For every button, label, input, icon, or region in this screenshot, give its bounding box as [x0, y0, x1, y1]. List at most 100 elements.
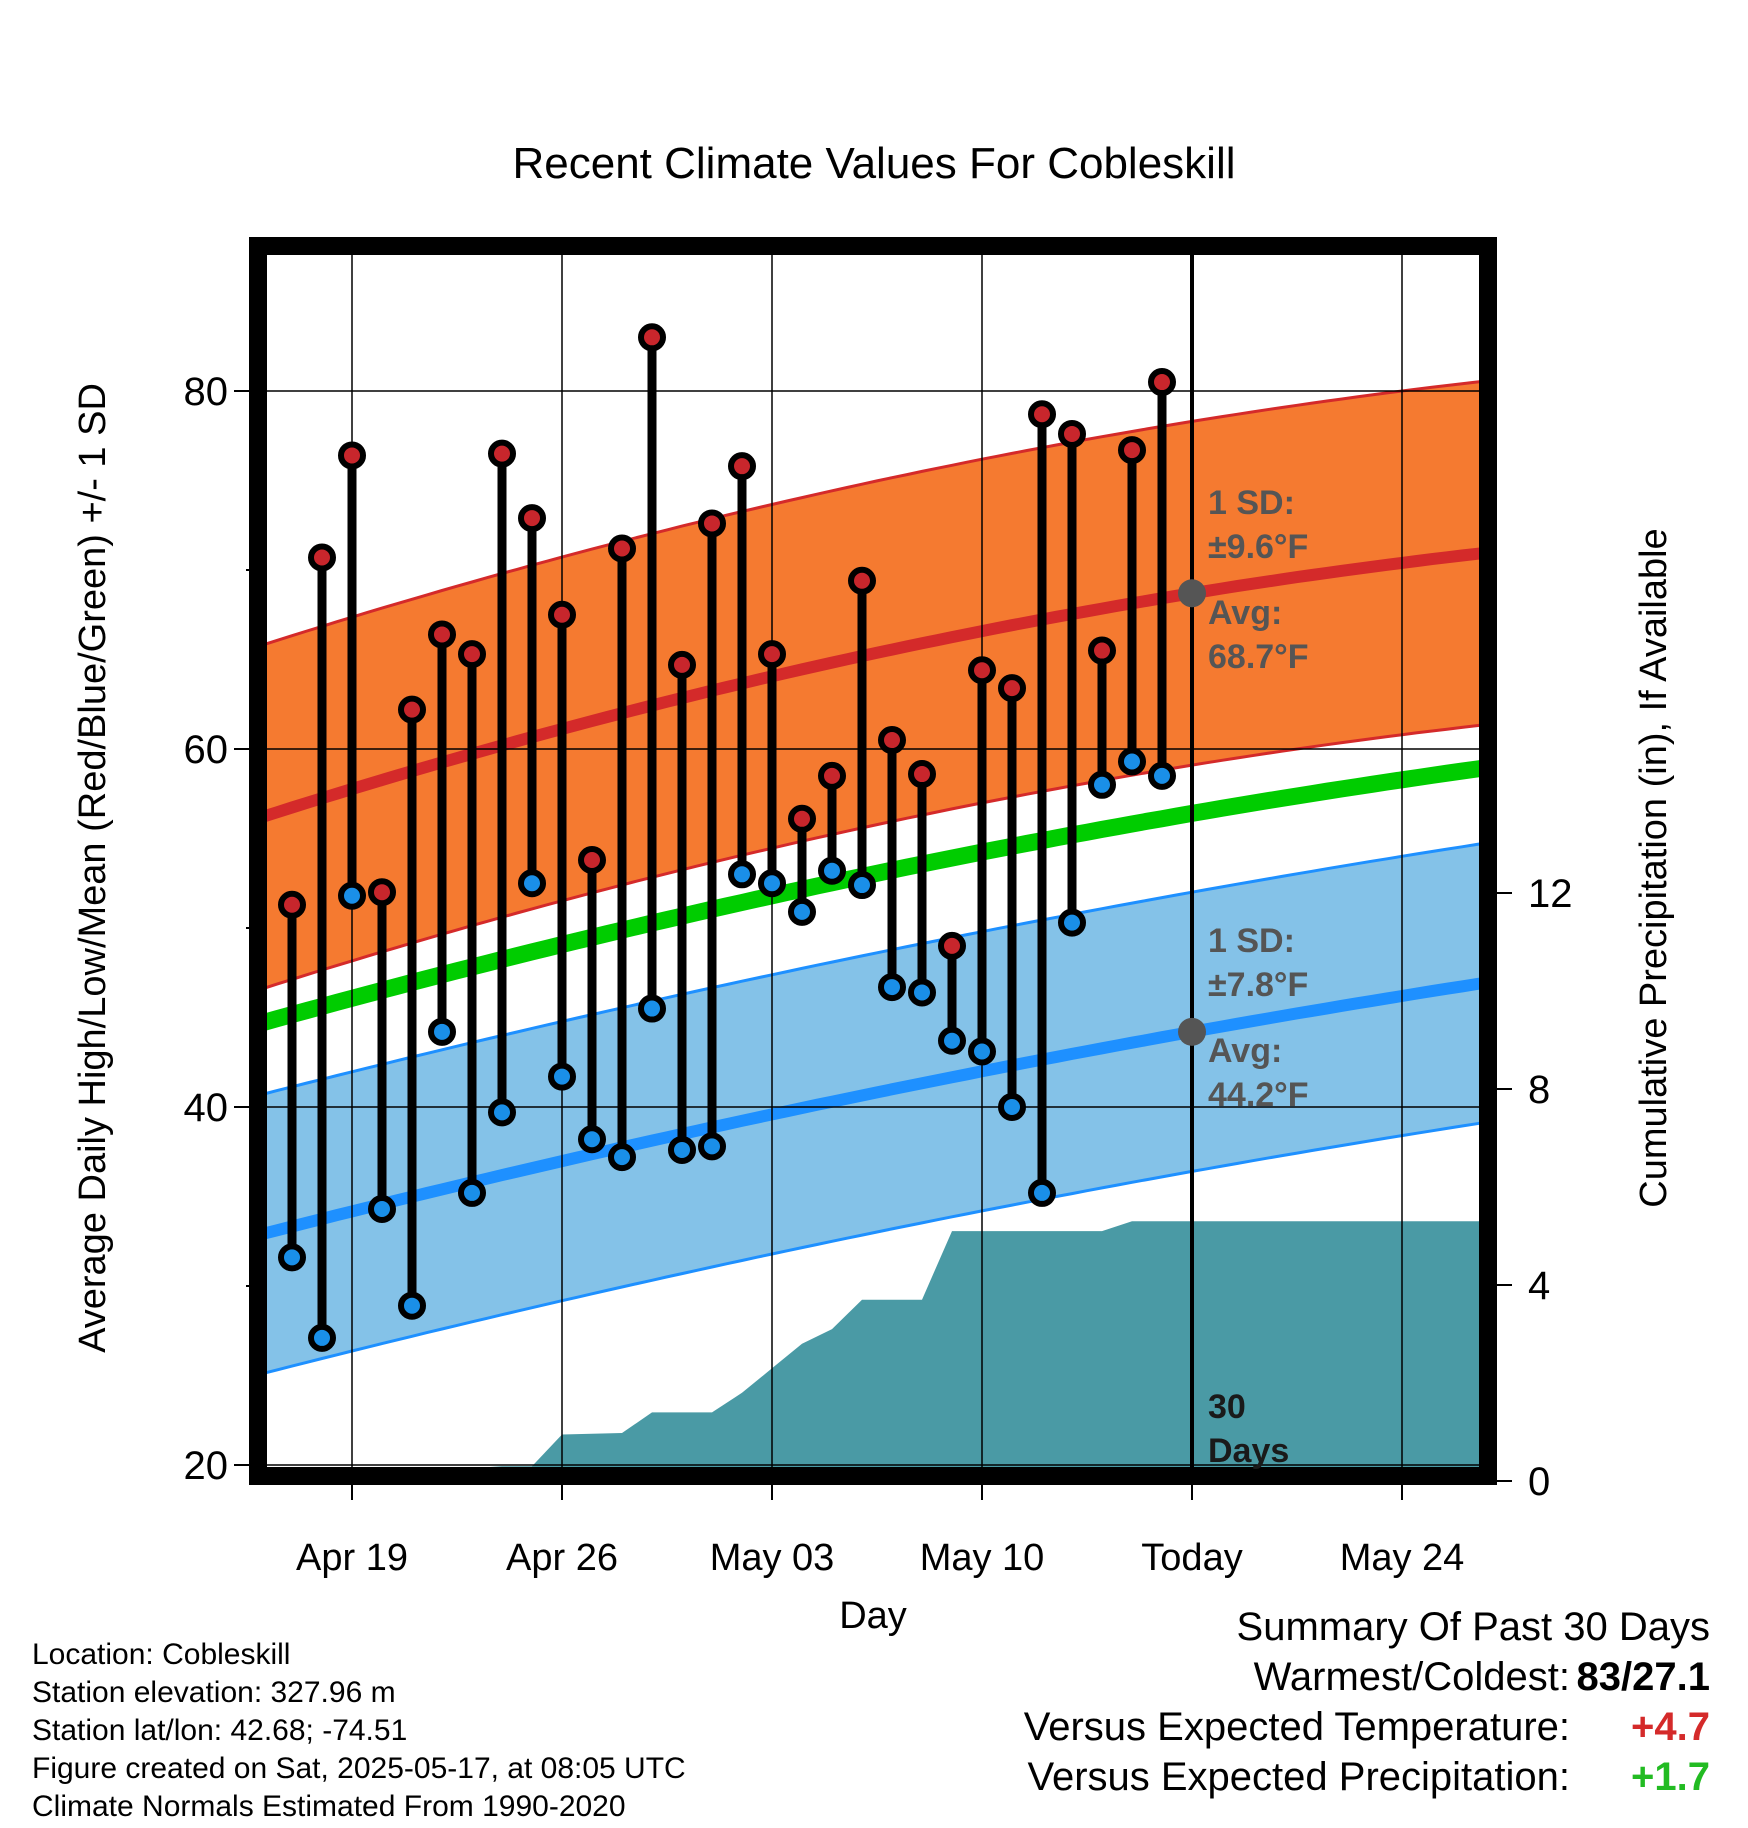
high-point [788, 804, 816, 833]
x-tick-label: Apr 19 [296, 1537, 408, 1579]
high-point [818, 761, 846, 790]
high-point [1118, 436, 1146, 465]
x-axis-label: Day [839, 1595, 907, 1637]
y-tick-label: 60 [184, 728, 229, 772]
low-point [758, 869, 786, 898]
chart-title: Recent Climate Values For Cobleskill [512, 139, 1235, 188]
summary-warmest-label: Warmest/Coldest: [1253, 1655, 1570, 1699]
low-point [908, 978, 936, 1007]
high-point [548, 600, 576, 629]
today-avg-low-marker [1178, 1017, 1206, 1046]
period-number: 30 [1208, 1388, 1246, 1426]
high-point [668, 650, 696, 679]
high-sd-value: ±9.6°F [1208, 528, 1308, 566]
low-point [848, 871, 876, 900]
high-point [518, 504, 546, 533]
high-point [338, 441, 366, 470]
low-point [668, 1135, 696, 1164]
y-tick-label: 80 [184, 370, 229, 414]
y-axis-label: Average Daily High/Low/Mean (Red/Blue/Gr… [72, 383, 114, 1353]
high-point [1058, 419, 1086, 448]
low-avg-value: 44.2°F [1208, 1076, 1309, 1114]
station-info: Location: Cobleskill Station elevation: … [32, 1636, 686, 1826]
low-point [1058, 908, 1086, 937]
info-created: Figure created on Sat, 2025-05-17, at 08… [32, 1752, 686, 1785]
low-point [428, 1017, 456, 1046]
high-point [428, 620, 456, 649]
high-sd-label: 1 SD: [1208, 484, 1295, 522]
low-sd-upper-edge [261, 841, 1488, 1096]
low-point [698, 1132, 726, 1161]
summary-precip-label: Versus Expected Precipitation: [1027, 1755, 1570, 1799]
low-sd-lower-edge [261, 1120, 1488, 1376]
summary-precip-row: Versus Expected Precipitation: +1.7 [1024, 1752, 1710, 1802]
low-point [728, 860, 756, 889]
plot-clip-group: 20 40 60 80 0 4 8 12 Apr 19 Apr 26 May 03 May 10 Tod… [184, 246, 1573, 1579]
high-point [368, 878, 396, 907]
low-point [398, 1291, 426, 1320]
low-sd-value: ±7.8°F [1208, 966, 1308, 1004]
avg-high-line [260, 546, 1488, 823]
low-point [338, 881, 366, 910]
high-point [398, 695, 426, 724]
high-avg-label: Avg: [1208, 594, 1282, 632]
low-point [788, 897, 816, 926]
period-unit: Days [1208, 1432, 1289, 1470]
low-point [818, 856, 846, 885]
high-point [998, 674, 1026, 703]
low-point [1028, 1178, 1056, 1207]
summary-temp-label: Versus Expected Temperature: [1023, 1705, 1570, 1749]
high-point [638, 323, 666, 352]
low-point [638, 994, 666, 1023]
low-point [1148, 761, 1176, 790]
low-point [368, 1195, 396, 1224]
low-point [518, 869, 546, 898]
high-point [698, 509, 726, 538]
low-point [578, 1125, 606, 1154]
x-tick-label: May 24 [1340, 1537, 1465, 1579]
high-avg-value: 68.7°F [1208, 638, 1309, 676]
plot-frame [249, 237, 1497, 1485]
info-latlon: Station lat/lon: 42.68; -74.51 [32, 1714, 408, 1747]
y2-tick-label: 4 [1528, 1264, 1550, 1308]
summary-precip-value: +1.7 [1631, 1755, 1710, 1799]
low-point [968, 1037, 996, 1066]
low-point [1118, 747, 1146, 776]
low-point [458, 1178, 486, 1207]
summary-temp-value: +4.7 [1631, 1705, 1710, 1749]
low-point [278, 1243, 306, 1272]
x-tick-label: May 10 [920, 1537, 1045, 1579]
precip-area [343, 1221, 1488, 1476]
low-point [488, 1098, 516, 1127]
y2-tick-label: 0 [1528, 1460, 1550, 1504]
high-point [608, 534, 636, 563]
high-point [578, 845, 606, 874]
summary-heading: Summary Of Past 30 Days [1236, 1605, 1710, 1649]
high-sd-upper-edge [261, 379, 1488, 647]
high-point [1148, 368, 1176, 397]
x-tick-label: Apr 26 [506, 1537, 618, 1579]
today-avg-high-marker [1178, 579, 1206, 608]
low-point [878, 973, 906, 1002]
high-point [878, 726, 906, 755]
high-point [758, 640, 786, 669]
high-point [278, 890, 306, 919]
low-point [308, 1323, 336, 1352]
y-tick-label: 20 [184, 1444, 229, 1488]
low-point [998, 1093, 1026, 1121]
summary-warmest-value: 83/27.1 [1576, 1655, 1710, 1699]
high-point [488, 439, 516, 468]
y-tick-label: 40 [184, 1086, 229, 1130]
high-point [938, 931, 966, 960]
summary-temp-row: Versus Expected Temperature: +4.7 [1024, 1702, 1710, 1752]
high-point [728, 452, 756, 481]
y2-axis-label: Cumulative Precipitation (in), If Availa… [1633, 528, 1675, 1207]
high-sd-lower-edge [261, 722, 1488, 991]
high-point [308, 543, 336, 572]
high-point [1088, 636, 1116, 665]
low-point [1088, 770, 1116, 799]
y2-tick-label: 8 [1528, 1068, 1550, 1112]
low-sd-band [262, 842, 1488, 1374]
info-location: Location: Cobleskill [32, 1638, 291, 1671]
